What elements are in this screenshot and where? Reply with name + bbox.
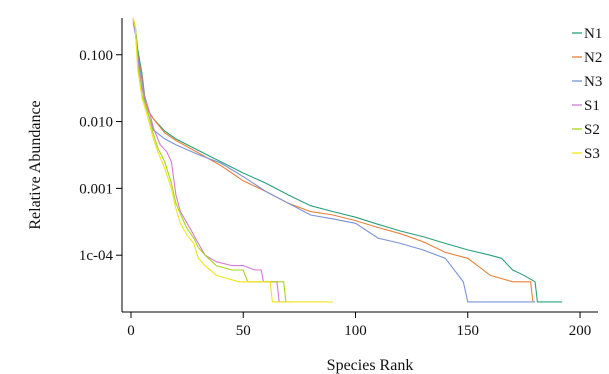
x-tick-label: 50 xyxy=(236,323,251,339)
legend-label-n1: N1 xyxy=(584,26,602,42)
legend-label-s2: S2 xyxy=(584,122,600,138)
legend-label-n3: N3 xyxy=(584,74,602,90)
series-line-n1 xyxy=(132,19,563,303)
series-line-s1 xyxy=(132,19,286,303)
y-tick-label: 0.001 xyxy=(79,181,113,197)
axes xyxy=(121,18,598,313)
y-tick-label: 0.010 xyxy=(79,115,113,131)
x-tick-label: 0 xyxy=(127,323,135,339)
series-line-n3 xyxy=(132,22,536,303)
y-axis-title: Relative Abundance xyxy=(27,100,44,229)
legend-label-s3: S3 xyxy=(584,146,600,162)
series-line-n2 xyxy=(132,20,536,303)
plot-lines xyxy=(132,17,563,303)
legend-label-n2: N2 xyxy=(584,50,602,66)
y-tick-label: 0.100 xyxy=(79,48,113,64)
series-line-s3 xyxy=(132,17,334,303)
x-ticks: 0 50 100 150 200 xyxy=(127,312,591,339)
legend-label-s1: S1 xyxy=(584,98,600,114)
series-line-s2 xyxy=(132,18,293,303)
x-tick-label: 200 xyxy=(569,323,592,339)
legend: N1 N2 N3 S1 S2 S3 xyxy=(572,26,602,162)
x-axis-title: Species Rank xyxy=(327,357,414,374)
y-ticks: 0.100 0.010 0.001 1c-04 xyxy=(79,48,122,264)
x-tick-label: 100 xyxy=(344,323,367,339)
x-tick-label: 150 xyxy=(457,323,480,339)
y-tick-label: 1c-04 xyxy=(79,248,114,264)
